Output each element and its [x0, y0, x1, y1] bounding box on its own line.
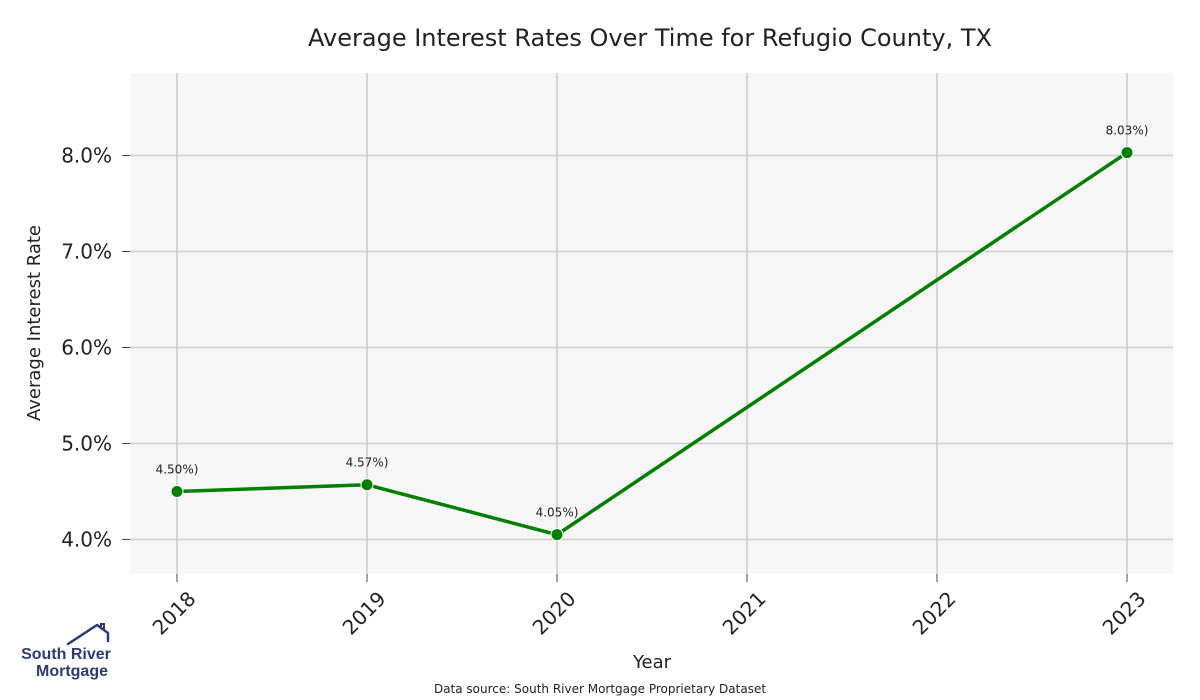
data-point	[1120, 146, 1134, 160]
y-tick-label: 6.0%	[61, 335, 112, 359]
data-point	[170, 484, 184, 498]
y-tick-label: 5.0%	[61, 431, 112, 455]
data-label: 8.03%)	[1106, 124, 1149, 138]
y-tick-label: 7.0%	[61, 240, 112, 264]
series: 4.50%) 4.57%) 4.05%) 8.03%)	[156, 124, 1149, 542]
logo-line-1: South River	[21, 646, 111, 663]
data-point	[550, 528, 564, 542]
data-label: 4.50%)	[156, 462, 199, 476]
data-point	[360, 478, 374, 492]
y-axis-label: Average Interest Rate	[24, 225, 45, 421]
series-line	[175, 150, 1129, 537]
logo-line-2: Mortgage	[36, 663, 108, 680]
y-axis-ticks: 4.0% 5.0% 6.0% 7.0% 8.0%	[61, 144, 130, 551]
y-tick-label: 8.0%	[61, 144, 112, 168]
chimney-icon	[100, 623, 105, 631]
south-river-mortgage-logo: South River Mortgage	[21, 623, 111, 680]
data-label: 4.05%)	[536, 506, 579, 520]
data-label: 4.57%)	[346, 456, 389, 470]
data-source-note: Data source: South River Mortgage Propri…	[434, 682, 766, 696]
y-tick-label: 4.0%	[61, 527, 112, 551]
house-roof-icon	[66, 623, 110, 646]
chart-title: Average Interest Rates Over Time for Ref…	[308, 24, 992, 52]
plot-area	[130, 73, 1173, 574]
x-axis-label: Year	[632, 652, 672, 673]
grid	[130, 73, 1173, 574]
